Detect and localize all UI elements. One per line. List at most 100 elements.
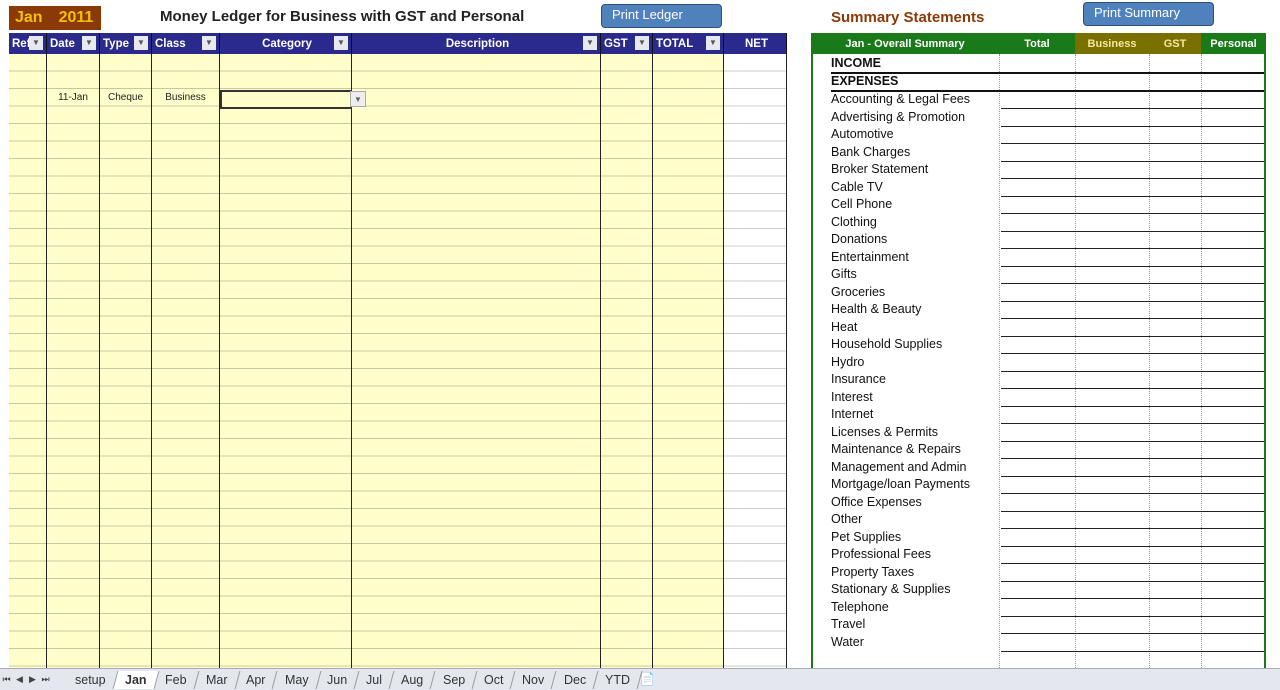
ledger-column[interactable] (653, 54, 724, 668)
ledger-column[interactable] (9, 54, 47, 668)
summary-header-0: Jan - Overall Summary (811, 33, 999, 54)
expense-item: Management and Admin (831, 459, 967, 474)
last-sheet-icon[interactable]: ⏭ (41, 674, 50, 684)
sheet-tab-sep[interactable]: Sep (431, 670, 478, 689)
insert-sheet-icon[interactable]: 📄 (639, 672, 656, 686)
column-header-category[interactable]: Category ▼ (220, 33, 352, 54)
column-header-class[interactable]: Class ▼ (152, 33, 220, 54)
ledger-column[interactable] (724, 54, 787, 668)
column-header-label: Description (445, 37, 510, 50)
column-header-label: Category (262, 37, 312, 50)
row-line (1001, 178, 1264, 179)
ledger-column[interactable]: Cheque (100, 54, 152, 668)
prev-sheet-icon[interactable]: ◀ (16, 674, 23, 684)
sheet-tab-jul[interactable]: Jul (355, 670, 395, 689)
sheet-tab-label: setup (75, 672, 106, 687)
sheet-tab-dec[interactable]: Dec (552, 670, 599, 689)
row-line (1001, 160, 1264, 162)
expense-item: Cable TV (831, 179, 883, 194)
sheet-tab-jan[interactable]: Jan (113, 670, 159, 689)
summary-header-4: Personal (1201, 33, 1266, 54)
expense-item: Licenses & Permits (831, 424, 938, 439)
row-line (1001, 493, 1264, 494)
sheet-tab-jun[interactable]: Jun (315, 670, 360, 689)
cell-class[interactable]: Business (165, 92, 206, 103)
filter-dropdown-icon[interactable]: ▼ (635, 36, 649, 50)
expenses-label: EXPENSES (831, 74, 899, 88)
ledger-column[interactable] (220, 54, 352, 668)
ledger-column[interactable]: 11-Jan (47, 54, 100, 668)
sheet-tab-setup[interactable]: setup (63, 670, 119, 689)
filter-dropdown-icon[interactable]: ▼ (706, 36, 720, 50)
column-header-label: Date (50, 37, 75, 50)
expense-item: Groceries (831, 284, 886, 299)
sheet-tab-label: Mar (205, 672, 228, 687)
column-header-date[interactable]: Date ▼ (47, 33, 100, 54)
cell-type[interactable]: Cheque (107, 92, 144, 103)
expense-item: Gifts (831, 267, 857, 281)
ledger-column[interactable] (352, 54, 601, 668)
filter-dropdown-icon[interactable]: ▼ (134, 36, 148, 50)
sheet-tab-may[interactable]: May (273, 670, 321, 689)
row-line (1001, 388, 1264, 389)
expense-item: Advertising & Promotion (831, 109, 966, 124)
column-header-description[interactable]: Description ▼ (352, 33, 601, 54)
expense-item: Other (831, 512, 863, 526)
filter-dropdown-icon[interactable]: ▼ (202, 36, 216, 50)
cell-date[interactable]: 11-Jan (58, 92, 88, 103)
summary-table: INCOME EXPENSES Accounting & Legal Fees Adv… (811, 54, 1266, 668)
expense-item: Travel (831, 617, 866, 631)
column-header-type[interactable]: Type ▼ (100, 33, 152, 54)
expense-item: Donations (831, 232, 888, 246)
sheet-tab-oct[interactable]: Oct (472, 670, 516, 689)
row-line (1001, 353, 1264, 354)
filter-dropdown-icon[interactable]: ▼ (82, 36, 96, 50)
row-line (1001, 195, 1264, 197)
next-sheet-icon[interactable]: ▶ (29, 674, 36, 684)
sheet-tabs: ⏮ ◀ ▶ ⏭ setup Jan Feb Mar Apr May Jun Jul Aug Sep… (0, 668, 1280, 690)
expense-item: Clothing (831, 214, 877, 229)
ledger-column[interactable]: Business (152, 54, 220, 668)
sheet-tab-apr[interactable]: Apr (234, 670, 279, 689)
column-header-label: GST (604, 37, 628, 50)
filter-dropdown-icon[interactable]: ▼ (583, 36, 597, 50)
expense-item: Hydro (831, 354, 865, 369)
print-ledger-button[interactable]: Print Ledger (601, 4, 722, 28)
expense-item: Telephone (831, 599, 889, 614)
row-line (1001, 633, 1264, 634)
column-header-ref[interactable]: Ref ▼ (9, 33, 47, 54)
grid-line (1075, 54, 1076, 668)
sheet-tab-label: Sep (442, 672, 465, 687)
divider (831, 72, 1264, 74)
print-summary-button[interactable]: Print Summary (1083, 2, 1214, 26)
filter-dropdown-icon[interactable]: ▼ (29, 36, 43, 50)
expense-item: Pet Supplies (831, 529, 902, 544)
category-selected-cell[interactable] (220, 90, 352, 109)
row-line (1001, 213, 1264, 214)
expense-item: Interest (831, 389, 873, 404)
first-sheet-icon[interactable]: ⏮ (2, 674, 11, 684)
sheet-tab-mar[interactable]: Mar (194, 670, 240, 689)
month-year-cell[interactable]: Jan 2011 (9, 6, 101, 30)
column-header-label: Type (103, 37, 129, 50)
column-header-total[interactable]: TOTAL ▼ (653, 33, 724, 54)
sheet-tab-label: Oct (483, 672, 504, 687)
category-dropdown-arrow-icon[interactable]: ▼ (350, 91, 366, 107)
expense-item: Property Taxes (831, 564, 915, 579)
sheet-tab-aug[interactable]: Aug (390, 670, 437, 689)
row-line (1001, 528, 1264, 529)
row-line (1001, 335, 1264, 337)
filter-dropdown-icon[interactable]: ▼ (334, 36, 348, 50)
sheet-tab-label: YTD (604, 672, 630, 687)
summary-header-3: GST (1149, 33, 1201, 54)
expense-item: Mortgage/loan Payments (831, 477, 970, 491)
sheet-tab-label: Aug (401, 672, 424, 687)
income-label: INCOME (831, 56, 881, 70)
sheet-tab-ytd[interactable]: YTD (593, 670, 643, 689)
column-header-net[interactable]: NET (724, 33, 787, 54)
expense-item: Accounting & Legal Fees (831, 92, 970, 106)
sheet-tab-feb[interactable]: Feb (153, 670, 200, 689)
sheet-tab-nov[interactable]: Nov (510, 670, 558, 689)
ledger-column[interactable] (601, 54, 653, 668)
column-header-gst[interactable]: GST ▼ (601, 33, 653, 54)
